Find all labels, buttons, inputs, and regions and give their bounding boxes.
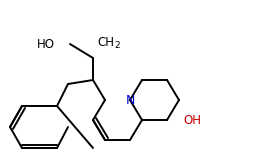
Text: HO: HO bbox=[37, 37, 55, 51]
Text: OH: OH bbox=[183, 113, 201, 126]
Text: 2: 2 bbox=[114, 42, 120, 51]
Text: CH: CH bbox=[97, 36, 114, 49]
Text: N: N bbox=[125, 94, 135, 106]
